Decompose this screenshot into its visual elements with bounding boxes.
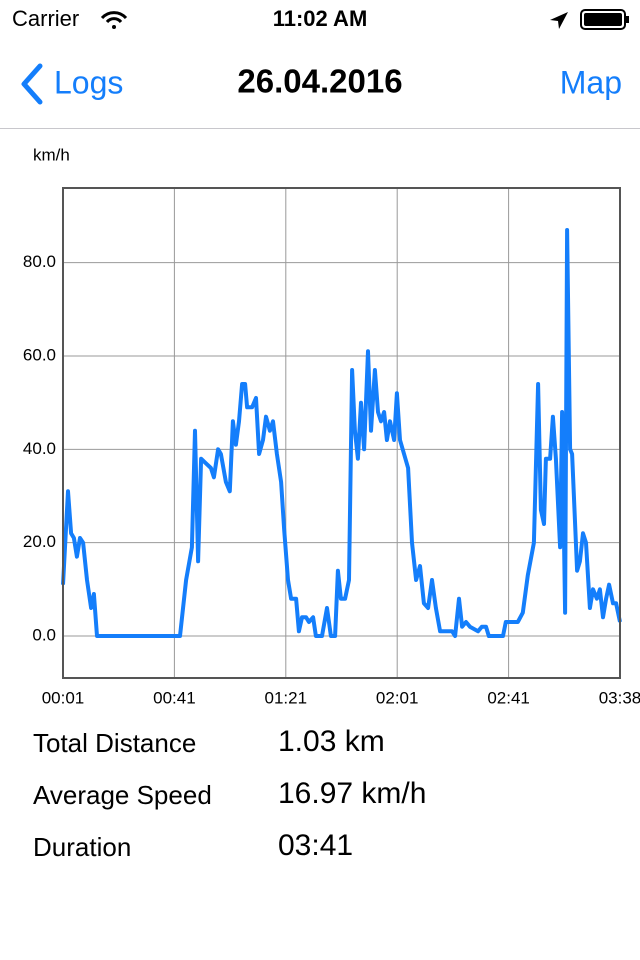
stat-value: 03:41 — [278, 829, 353, 862]
stat-label: Duration — [33, 832, 131, 862]
stat-value: 16.97 km/h — [278, 777, 426, 810]
nav-title: 26.04.2016 — [237, 63, 402, 100]
clock: 11:02 AM — [273, 6, 368, 31]
back-button[interactable]: Logs — [54, 64, 123, 100]
speed-line — [61, 228, 622, 638]
stat-value: 1.03 km — [278, 725, 385, 758]
carrier: Carrier — [12, 6, 79, 31]
y-tick-label: 80.0 — [23, 252, 56, 271]
chart: 0.0 20.0 40.0 60.0 80.0 00:01 00:41 01:21 02:01 0… — [23, 188, 640, 707]
wifi-icon — [100, 11, 128, 29]
battery-icon — [580, 9, 629, 30]
location-icon — [550, 12, 568, 29]
y-tick-label: 60.0 — [23, 345, 56, 364]
x-tick-label: 03:38 — [599, 688, 640, 707]
plot-frame — [62, 187, 621, 679]
map-button[interactable]: Map — [560, 64, 622, 100]
y-tick-label: 0.0 — [32, 625, 56, 644]
y-axis-label: km/h — [33, 145, 70, 164]
x-tick-label: 01:21 — [265, 688, 308, 707]
x-tick-label: 00:41 — [153, 688, 196, 707]
stat-label: Total Distance — [33, 728, 196, 758]
y-tick-label: 20.0 — [23, 532, 56, 551]
x-tick-label: 00:01 — [42, 688, 85, 707]
y-tick-label: 40.0 — [23, 439, 56, 458]
back-chevron[interactable] — [21, 63, 43, 105]
x-tick-label: 02:01 — [376, 688, 419, 707]
x-tick-label: 02:41 — [487, 688, 530, 707]
stat-label: Average Speed — [33, 780, 212, 810]
stats: Total Distance 1.03 km Average Speed 16.97 … — [33, 725, 426, 862]
